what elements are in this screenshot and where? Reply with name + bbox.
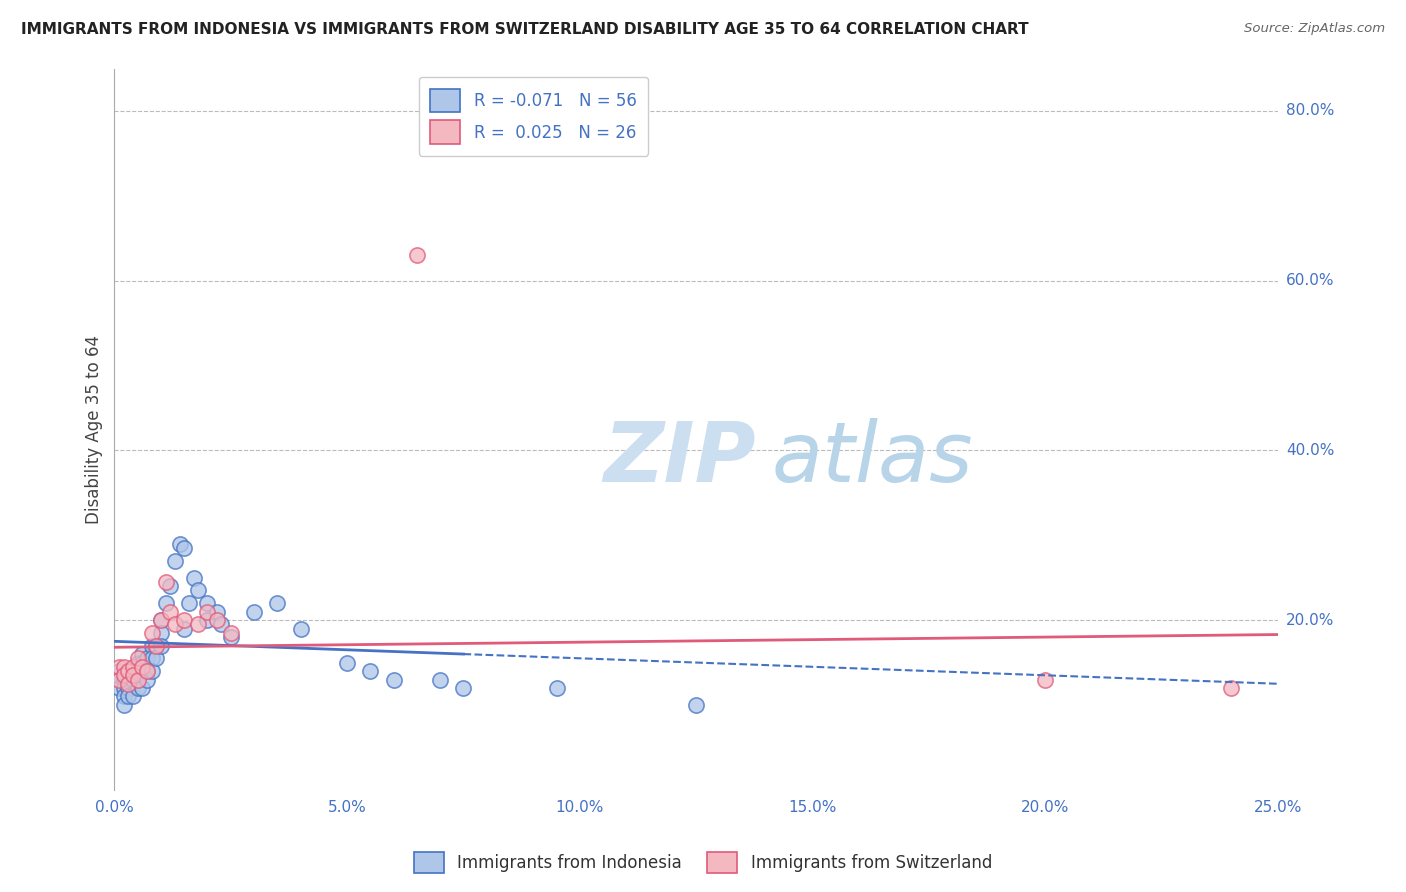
Point	[131, 681, 153, 695]
Point	[187, 617, 209, 632]
Point	[112, 668, 135, 682]
Text: Source: ZipAtlas.com: Source: ZipAtlas.com	[1244, 22, 1385, 36]
Point	[127, 664, 149, 678]
Point	[187, 583, 209, 598]
Point	[127, 651, 149, 665]
Point	[112, 698, 135, 712]
Point	[122, 664, 145, 678]
Point	[197, 596, 219, 610]
Point	[136, 651, 159, 665]
Point	[131, 664, 153, 678]
Point	[406, 248, 429, 262]
Point	[141, 625, 163, 640]
Point	[173, 622, 195, 636]
Point	[149, 639, 172, 653]
Point	[108, 673, 131, 687]
Point	[108, 660, 131, 674]
Point	[173, 541, 195, 555]
Point	[117, 673, 139, 687]
Point	[141, 664, 163, 678]
Point	[159, 579, 181, 593]
Point	[112, 673, 135, 687]
Point	[122, 668, 145, 682]
Point	[141, 651, 163, 665]
Point	[117, 681, 139, 695]
Point	[112, 681, 135, 695]
Point	[122, 660, 145, 674]
Point	[149, 613, 172, 627]
Point	[173, 613, 195, 627]
Point	[145, 639, 167, 653]
Point	[117, 690, 139, 704]
Point	[108, 673, 131, 687]
Point	[122, 673, 145, 687]
Point	[145, 639, 167, 653]
Point	[205, 613, 228, 627]
Point	[108, 664, 131, 678]
Legend: Immigrants from Indonesia, Immigrants from Switzerland: Immigrants from Indonesia, Immigrants fr…	[408, 846, 998, 880]
Point	[429, 673, 451, 687]
Point	[155, 596, 177, 610]
Text: atlas: atlas	[772, 417, 973, 499]
Point	[131, 647, 153, 661]
Point	[183, 571, 205, 585]
Point	[117, 677, 139, 691]
Point	[197, 605, 219, 619]
Point	[211, 617, 233, 632]
Point	[149, 625, 172, 640]
Point	[1033, 673, 1056, 687]
Point	[197, 613, 219, 627]
Point	[131, 660, 153, 674]
Point	[112, 660, 135, 674]
Point	[336, 656, 359, 670]
Text: 80.0%: 80.0%	[1286, 103, 1334, 119]
Point	[685, 698, 707, 712]
Point	[136, 664, 159, 678]
Point	[122, 690, 145, 704]
Point	[112, 690, 135, 704]
Point	[382, 673, 405, 687]
Point	[219, 625, 242, 640]
Point	[127, 673, 149, 687]
Point	[453, 681, 475, 695]
Point	[177, 596, 200, 610]
Point	[546, 681, 568, 695]
Point	[117, 664, 139, 678]
Point	[131, 656, 153, 670]
Point	[205, 605, 228, 619]
Point	[136, 673, 159, 687]
Point	[359, 664, 381, 678]
Legend: R = -0.071   N = 56, R =  0.025   N = 26: R = -0.071 N = 56, R = 0.025 N = 26	[419, 77, 648, 156]
Point	[108, 681, 131, 695]
Point	[136, 664, 159, 678]
Text: 40.0%: 40.0%	[1286, 443, 1334, 458]
Point	[159, 605, 181, 619]
Point	[163, 554, 186, 568]
Point	[127, 673, 149, 687]
Point	[266, 596, 288, 610]
Text: IMMIGRANTS FROM INDONESIA VS IMMIGRANTS FROM SWITZERLAND DISABILITY AGE 35 TO 64: IMMIGRANTS FROM INDONESIA VS IMMIGRANTS …	[21, 22, 1029, 37]
Y-axis label: Disability Age 35 to 64: Disability Age 35 to 64	[86, 334, 103, 524]
Point	[149, 613, 172, 627]
Text: 20.0%: 20.0%	[1286, 613, 1334, 628]
Point	[163, 617, 186, 632]
Text: ZIP: ZIP	[603, 417, 755, 499]
Point	[290, 622, 312, 636]
Point	[155, 574, 177, 589]
Point	[169, 537, 191, 551]
Point	[141, 639, 163, 653]
Point	[219, 630, 242, 644]
Point	[127, 681, 149, 695]
Point	[127, 656, 149, 670]
Text: 60.0%: 60.0%	[1286, 273, 1334, 288]
Point	[243, 605, 266, 619]
Point	[145, 651, 167, 665]
Point	[1220, 681, 1243, 695]
